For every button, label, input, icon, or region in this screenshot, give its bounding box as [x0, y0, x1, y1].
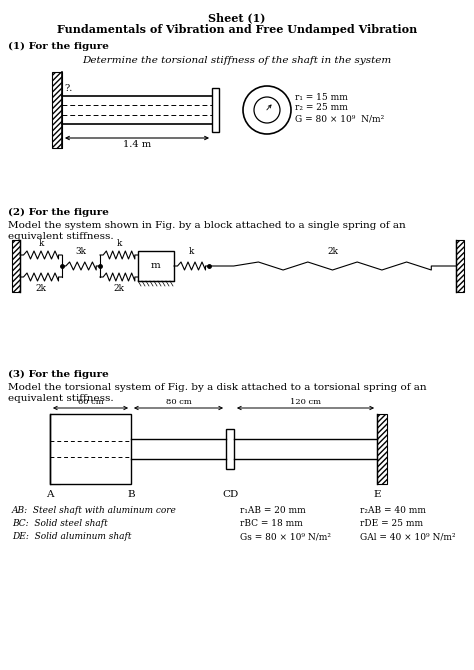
Text: BC:  Solid steel shaft: BC: Solid steel shaft [12, 519, 108, 528]
Text: Determine the torsional stiffness of the shaft in the system: Determine the torsional stiffness of the… [82, 56, 392, 65]
Text: (2) For the figure: (2) For the figure [8, 208, 109, 217]
Bar [226, 429, 234, 469]
Text: Fundamentals of Vibration and Free Undamped Vibration: Fundamentals of Vibration and Free Undam… [57, 24, 417, 35]
Text: (3) For the figure: (3) For the figure [8, 370, 109, 379]
Text: r₁ = 15 mm: r₁ = 15 mm [295, 94, 348, 103]
Bar [138, 251, 174, 281]
Text: 120 cm: 120 cm [290, 398, 321, 406]
Text: 2k: 2k [36, 284, 46, 293]
Text: ?.: ?. [64, 84, 73, 93]
Text: E: E [373, 490, 381, 499]
Text: rDE = 25 mm: rDE = 25 mm [360, 519, 423, 528]
Bar [456, 240, 464, 292]
Text: equivalent stiffness.: equivalent stiffness. [8, 232, 114, 241]
Text: C: C [222, 490, 230, 499]
Text: DE:  Solid aluminum shaft: DE: Solid aluminum shaft [12, 532, 131, 541]
Text: (1) For the figure: (1) For the figure [8, 42, 109, 51]
Text: r₂AB = 40 mm: r₂AB = 40 mm [360, 506, 426, 515]
Text: equivalent stiffness.: equivalent stiffness. [8, 394, 114, 403]
Text: A: A [46, 490, 54, 499]
Text: 80 cm: 80 cm [165, 398, 191, 406]
Bar [12, 240, 20, 292]
Text: 3k: 3k [75, 247, 86, 256]
Text: D: D [230, 490, 238, 499]
Text: 60 cm: 60 cm [78, 398, 103, 406]
Text: Model the system shown in Fig. by a block attached to a single spring of an: Model the system shown in Fig. by a bloc… [8, 221, 406, 230]
Text: k: k [116, 239, 122, 248]
Text: 2k: 2k [327, 247, 338, 256]
Text: r₂ = 25 mm: r₂ = 25 mm [295, 103, 348, 113]
Text: rBC = 18 mm: rBC = 18 mm [240, 519, 303, 528]
Text: k: k [188, 247, 194, 256]
Bar [50, 414, 60, 484]
Text: 1.4 m: 1.4 m [123, 140, 151, 149]
Bar [212, 88, 219, 132]
Text: 2k: 2k [113, 284, 125, 293]
Text: Model the torsional system of Fig. by a disk attached to a torsional spring of a: Model the torsional system of Fig. by a … [8, 383, 427, 392]
Text: AB:  Steel shaft with aluminum core: AB: Steel shaft with aluminum core [12, 506, 177, 515]
Text: m: m [151, 261, 161, 271]
Text: GAl = 40 × 10⁹ N/m²: GAl = 40 × 10⁹ N/m² [360, 532, 456, 541]
Bar [50, 414, 131, 484]
Text: k: k [38, 239, 44, 248]
Text: B: B [127, 490, 135, 499]
Bar [377, 414, 387, 484]
Text: G = 80 × 10⁹  N/m²: G = 80 × 10⁹ N/m² [295, 115, 384, 123]
Bar [52, 72, 62, 148]
Text: r₁AB = 20 mm: r₁AB = 20 mm [240, 506, 306, 515]
Text: Gs = 80 × 10⁹ N/m²: Gs = 80 × 10⁹ N/m² [240, 532, 331, 541]
Text: Sheet (1): Sheet (1) [208, 12, 266, 23]
